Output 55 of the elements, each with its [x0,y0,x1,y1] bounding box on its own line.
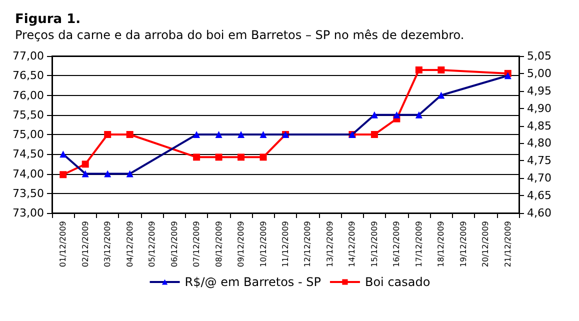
y-tick-label: 75,00 [12,128,44,141]
chart-subtitle: Preços da carne e da arroba do boi em Barretos – SP no mês de dezembro. [15,28,464,42]
y2-tick-label: 4,95 [527,84,552,98]
point [215,154,222,161]
y2-tick-label: 4,70 [527,172,552,185]
point [60,171,67,178]
point [238,154,245,161]
chart-title: Figura 1. [15,12,81,27]
x-tick-label: 09/12/2009 [236,221,246,268]
y-tick-label: 76,00 [12,88,44,102]
point [193,154,200,161]
point [82,160,89,168]
x-tick-label: 14/12/2009 [348,221,357,268]
x-tick-label: 08/12/2009 [214,221,224,268]
x-tick-label: 10/12/2009 [258,221,268,268]
y-tick-label: 73,00 [12,206,44,220]
point [415,66,422,74]
x-tick-label: 21/12/2009 [503,221,512,268]
x-tick-label: 05/12/2009 [148,221,157,268]
y2-tick-label: 5,00 [527,66,552,80]
y-tick-label: 77,00 [12,50,44,62]
y2-tick-label: 4,80 [527,136,552,150]
y-tick-label: 74,00 [12,167,44,180]
point [260,154,267,161]
x-tick-label: 11/12/2009 [281,221,290,268]
legend-label: R$/@ em Barretos - SP [184,275,321,289]
y2-tick-label: 5,05 [527,50,552,62]
x-tick-label: 06/12/2009 [170,221,179,268]
x-tick-label: 20/12/2009 [481,221,490,268]
x-tick-label: 04/12/2009 [125,221,134,268]
x-tick-label: 13/12/2009 [325,221,334,268]
y2-tick-label: 4,60 [527,206,552,220]
y-tick-label: 74,50 [12,148,44,161]
y2-tick-label: 4,85 [527,119,552,132]
legend-label: Boi casado [364,275,430,289]
y-tick-label: 75,50 [12,108,44,122]
point [104,131,112,138]
x-tick-label: 03/12/2009 [103,221,112,268]
x-tick-label: 17/12/2009 [414,221,424,268]
x-tick-label: 12/12/2009 [303,221,312,268]
x-tick-label: 16/12/2009 [392,221,402,268]
x-tick-label: 01/12/2009 [58,221,68,268]
y2-tick-label: 4,65 [527,189,552,202]
x-tick-label: 15/12/2009 [370,221,379,268]
x-tick-label: 19/12/2009 [458,221,468,268]
y2-tick-label: 4,90 [527,102,552,115]
y2-tick-label: 4,75 [527,154,552,168]
x-tick-label: 18/12/2009 [436,221,446,268]
point [438,66,445,74]
y-tick-label: 73,50 [12,186,44,200]
y-tick-label: 76,50 [12,69,44,82]
point [126,131,134,138]
point [370,131,378,138]
x-tick-label: 02/12/2009 [80,221,90,268]
x-tick-label: 07/12/2009 [192,221,202,268]
